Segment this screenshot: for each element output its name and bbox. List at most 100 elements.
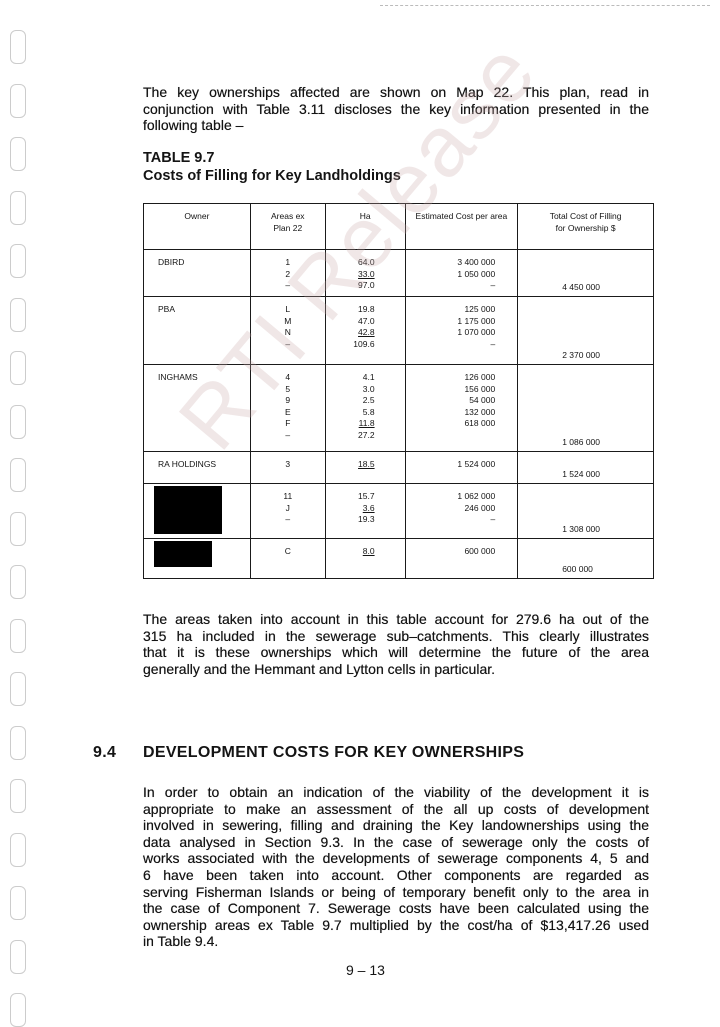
after-table-paragraph: The areas taken into account in this tab… [143,611,649,677]
text-line: 315 ha included in the sewerage sub–catc… [143,627,649,644]
binding-hole [10,458,26,492]
text-line: the case of Component 7. Sewerage costs … [143,900,649,917]
areas-cell: 1 2– [249,249,326,297]
cost-value: 54 000 [469,395,496,405]
ha-value: 47.0 [358,315,375,326]
ha-cell: 18.5 [324,451,406,484]
column-header: Total Cost of Filling for Ownership $ [517,203,654,250]
cost-value: – [490,514,496,524]
areas-value: N [284,327,291,337]
binding-hole [10,672,26,706]
table-row: INGHAMS 4 5 9 E F –4.1 3.0 2.5 5.8 11.8 27.2 126 000… [143,364,654,452]
total-cost-cell: 4 450 000 [517,249,654,297]
ha-value: 3.6 [362,502,375,513]
cost-value [410,430,496,442]
text-line: The areas taken into account in this tab… [143,611,649,627]
table-row: 11 J –15.7 3.6 19.3 1 062 000 246 000–1 308 00… [143,483,654,539]
text-line: that it is these ownerships which will d… [143,644,649,661]
total-cost-cell: 1 308 000 [517,483,654,539]
cost-value: 1 175 000 [457,315,496,326]
cost-value: 126 000 [464,372,496,382]
areas-cell: L M N – [249,296,326,365]
table-row: PBA L M N –19.8 47.0 42.8 109.6 125 000 1 175 000… [143,296,654,365]
areas-value: 11 [283,491,293,501]
text-line: data analysed in Section 9.3. In the cas… [143,833,649,850]
areas-value: L [285,304,291,314]
cost-value: 1 070 000 [457,327,496,337]
ha-cell: 19.8 47.0 42.8 109.6 [324,296,406,365]
total-cost-cell: 600 000 [517,538,654,579]
section-heading: DEVELOPMENT COSTS FOR KEY OWNERSHIPS [143,744,525,761]
areas-value: – [285,280,291,290]
cost-value: – [490,338,496,349]
areas-cell: 11 J – [249,483,326,539]
ha-value: 97.0 [358,280,375,290]
owner-cell [143,483,251,539]
cost-value: 125 000 [464,304,496,314]
intro-paragraph: The key ownerships affected are shown on… [143,84,649,134]
areas-value: J [285,502,290,513]
column-header: Ha [324,203,406,250]
binding-hole [10,297,26,332]
binding-hole [10,939,26,974]
binding-hole [10,404,26,439]
total-cost-cell: 1 524 000 [517,451,654,484]
ha-value: 18.5 [358,459,375,469]
ha-value: 3.0 [362,383,375,394]
text-line: 6 have been taken into account. Other co… [143,866,649,883]
areas-value: 2 [285,268,291,279]
text-line: appropriate to make an assessment of the… [143,800,649,817]
areas-value: E [284,406,291,417]
binding-hole [10,886,26,920]
text-line: following table – [143,117,244,134]
ha-value: 8.0 [362,546,375,556]
redaction-block [154,486,222,534]
areas-cell: 3 [249,451,326,484]
ha-value: 64.0 [358,257,375,267]
cost-value: 156 000 [464,383,496,394]
cost-value: – [490,280,496,290]
areas-value: 9 [285,395,291,405]
ha-value: 33.0 [358,268,375,279]
cost-cell: 1 524 000 [404,451,519,484]
cost-cell: 3 400 000 1 050 000– [404,249,519,297]
page-number: 9 – 13 [346,962,385,978]
areas-value: F [285,418,291,428]
table-subtitle: Costs of Filling for Key Landholdings [143,168,401,184]
areas-value: – [285,338,291,349]
text-line: works associated with the developments o… [143,850,649,867]
areas-cell: C [249,538,326,579]
ha-value: 42.8 [358,327,375,337]
areas-value: – [285,429,291,440]
areas-cell: 4 5 9 E F – [249,364,326,452]
areas-value: 1 [285,257,291,267]
binding-hole [10,190,26,225]
areas-value: 3 [285,459,291,469]
cost-value: 3 400 000 [457,257,496,267]
total-cost-cell: 1 086 000 [517,364,654,452]
binding-hole [10,511,26,546]
cost-cell: 126 000 156 000 54 000 132 000 618 000 [404,364,519,452]
text-line: serving Fisherman Islands or being of te… [143,883,649,900]
binding-hole [10,565,26,599]
table-row: C 8.0 600 000 600 000 [143,538,654,579]
text-line: conjunction with Table 3.11 discloses th… [143,100,649,117]
ha-value: 27.2 [358,429,375,440]
cost-value: 132 000 [464,406,496,417]
column-header: Areas ex Plan 22 [249,203,326,250]
table-title: TABLE 9.7 [143,150,215,166]
ha-value: 15.7 [358,491,375,501]
cost-value: 618 000 [464,418,496,428]
areas-value: 4 [285,372,291,382]
text-line: in Table 9.4. [143,933,219,950]
ha-cell: 4.1 3.0 2.5 5.8 11.8 27.2 [324,364,406,452]
ha-cell: 8.0 [324,538,406,579]
owner-cell [143,538,251,579]
ha-value: 11.8 [358,418,375,428]
section-number: 9.4 [93,744,117,761]
areas-value: – [285,514,291,524]
binding-hole [10,244,26,278]
binding-hole [10,83,26,118]
binding-hole [10,137,26,171]
cost-value: 246 000 [464,502,496,513]
